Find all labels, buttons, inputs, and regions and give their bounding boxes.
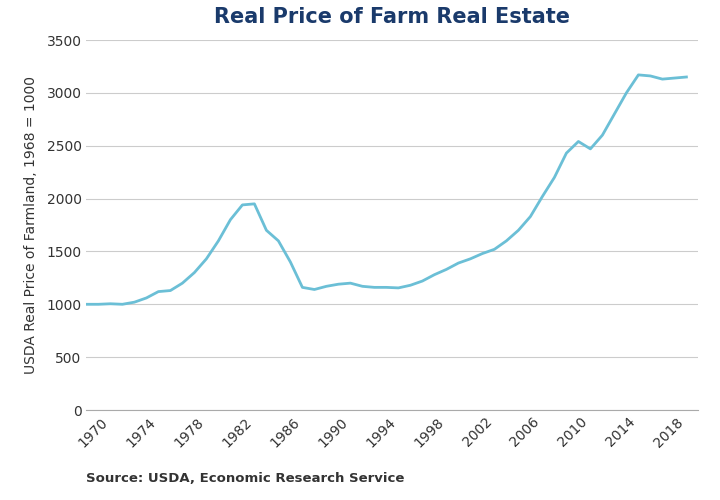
- Text: Source: USDA, Economic Research Service: Source: USDA, Economic Research Service: [86, 472, 405, 485]
- Title: Real Price of Farm Real Estate: Real Price of Farm Real Estate: [215, 8, 570, 28]
- Y-axis label: USDA Real Price of Farmland, 1968 = 1000: USDA Real Price of Farmland, 1968 = 1000: [24, 76, 38, 374]
